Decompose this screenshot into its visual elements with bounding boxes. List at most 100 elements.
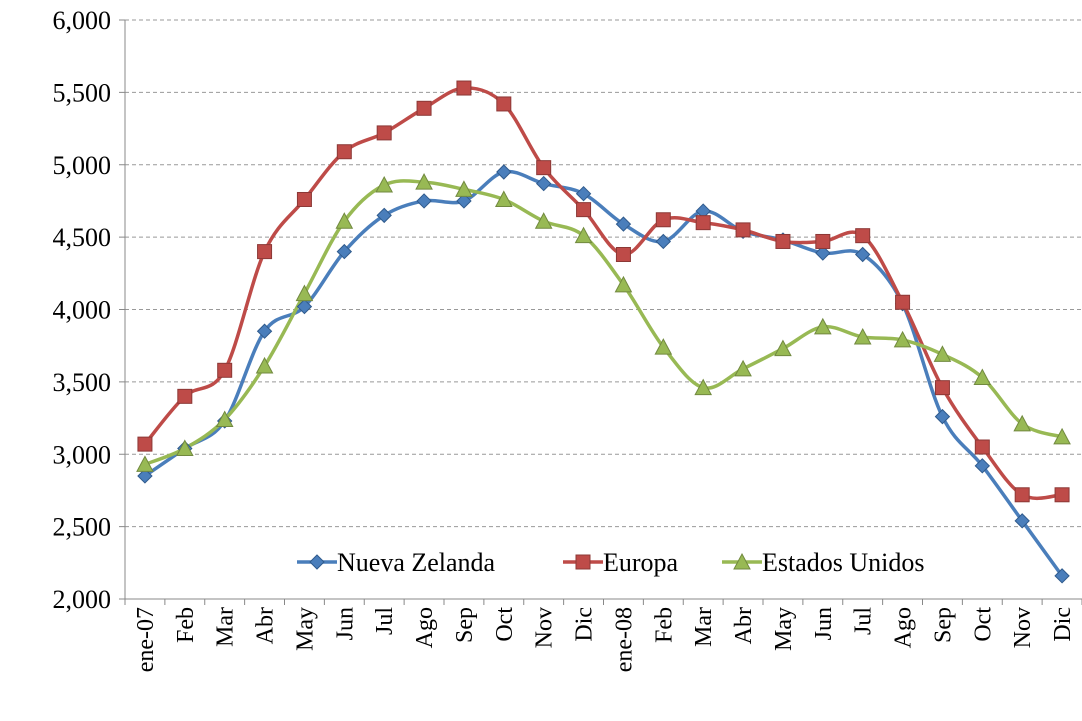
point <box>1013 414 1032 432</box>
point <box>416 193 432 209</box>
point <box>177 388 193 404</box>
point <box>296 298 313 315</box>
x-tick-label: Feb <box>173 607 199 643</box>
point <box>1053 427 1071 445</box>
x-tick-label: Abr <box>253 607 279 644</box>
point <box>775 233 791 249</box>
point <box>655 212 671 228</box>
x-tick-label: Jul <box>851 607 877 635</box>
point <box>973 368 992 386</box>
point <box>336 243 353 260</box>
x-tick-label: Ago <box>412 607 438 648</box>
point <box>1014 487 1030 503</box>
point <box>695 215 711 231</box>
point <box>217 362 233 378</box>
y-tick-label: 6,000 <box>53 6 112 35</box>
x-tick-label: Oct <box>492 607 518 642</box>
point <box>615 246 631 262</box>
y-tick-label: 2,000 <box>53 585 112 614</box>
x-tick-label: Feb <box>651 607 677 643</box>
x-tick-label: Sep <box>930 607 956 643</box>
point <box>335 212 354 229</box>
point <box>815 233 831 249</box>
x-tick-label: Nov <box>532 607 558 648</box>
x-tick-label: Mar <box>213 607 239 647</box>
point <box>853 327 872 345</box>
point <box>494 190 513 207</box>
y-tick-label: 3,000 <box>53 440 112 469</box>
point <box>496 96 512 112</box>
point <box>1014 513 1030 529</box>
point <box>895 294 911 310</box>
point <box>774 339 792 357</box>
point <box>137 436 153 452</box>
point <box>455 180 473 197</box>
point <box>496 164 512 180</box>
series-line <box>143 86 1063 501</box>
x-tick-label: ene-08 <box>611 607 637 672</box>
point <box>654 338 673 355</box>
point <box>934 380 950 396</box>
point <box>854 246 871 263</box>
y-tick-label: 2,500 <box>53 513 112 542</box>
x-tick-label: Jul <box>372 607 398 635</box>
legend-label: Estados Unidos <box>762 548 925 577</box>
y-tick-label: 4,500 <box>53 223 112 252</box>
point <box>734 359 752 377</box>
legend-marker <box>309 554 325 570</box>
point <box>574 226 593 244</box>
point <box>576 202 592 218</box>
x-tick-label: Nov <box>1010 607 1036 648</box>
x-tick-label: Dic <box>572 607 598 642</box>
point <box>735 222 751 238</box>
point <box>136 455 154 472</box>
point <box>934 408 951 425</box>
point <box>416 100 432 116</box>
point <box>375 175 394 193</box>
legend-label: Nueva Zelanda <box>337 548 496 577</box>
point <box>456 80 472 96</box>
point <box>694 378 713 396</box>
legend-marker <box>733 552 751 570</box>
series-line <box>143 169 1064 577</box>
point <box>296 191 312 207</box>
x-tick-label: ene-07 <box>133 607 159 672</box>
x-tick-label: Jun <box>332 607 358 640</box>
x-tick-label: May <box>292 607 318 651</box>
point <box>456 193 472 209</box>
point <box>614 275 633 293</box>
x-tick-label: Oct <box>970 607 996 642</box>
point <box>815 245 831 261</box>
y-tick-label: 5,500 <box>53 78 112 107</box>
legend-label: Europa <box>603 548 679 577</box>
point <box>933 345 952 362</box>
x-tick-label: Sep <box>452 607 478 643</box>
point <box>175 439 194 456</box>
x-tick-label: Ago <box>891 607 917 648</box>
y-tick-label: 4,000 <box>53 296 112 325</box>
y-tick-label: 3,500 <box>53 368 112 397</box>
x-tick-label: Mar <box>691 607 717 647</box>
point <box>336 144 352 160</box>
point <box>376 125 392 141</box>
point <box>974 439 990 455</box>
point <box>893 330 912 348</box>
legend-marker <box>575 554 591 570</box>
point <box>534 212 553 229</box>
point <box>376 207 392 224</box>
x-tick-label: Dic <box>1050 607 1076 642</box>
point <box>615 216 632 232</box>
point <box>257 244 273 260</box>
point <box>415 173 433 190</box>
point <box>1054 568 1070 584</box>
x-tick-label: May <box>771 607 797 651</box>
point <box>137 468 153 484</box>
point <box>575 185 592 202</box>
point <box>1054 487 1070 503</box>
point <box>536 160 552 176</box>
point <box>655 233 672 250</box>
x-tick-label: Abr <box>731 607 757 644</box>
point <box>295 284 314 302</box>
point <box>256 323 273 339</box>
